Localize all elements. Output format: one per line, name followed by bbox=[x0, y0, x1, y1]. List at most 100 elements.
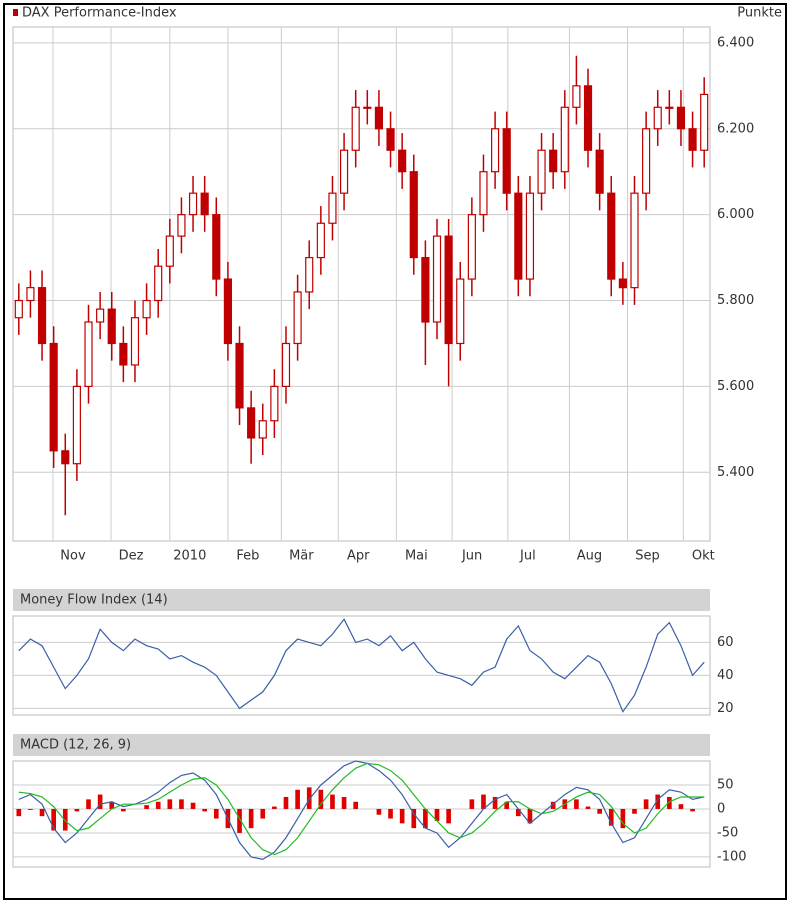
candle-body bbox=[653, 106, 662, 130]
candle-body bbox=[84, 321, 93, 388]
histogram-bar bbox=[202, 808, 207, 812]
histogram-bar bbox=[574, 799, 579, 809]
y-tick-label: 6.400 bbox=[717, 35, 754, 50]
x-tick-label: 2010 bbox=[173, 549, 206, 564]
candle-body bbox=[316, 222, 325, 259]
candle-body bbox=[467, 214, 476, 280]
candle-body bbox=[700, 93, 709, 151]
x-tick-label: Okt bbox=[692, 549, 715, 564]
histogram-bar bbox=[446, 808, 451, 824]
x-tick-label: Sep bbox=[635, 549, 660, 564]
histogram-bar bbox=[527, 808, 533, 824]
plot-area bbox=[12, 26, 711, 542]
candle-body bbox=[223, 278, 232, 345]
candle-body bbox=[61, 450, 70, 465]
candle-body bbox=[258, 420, 267, 439]
histogram-bar bbox=[109, 801, 115, 809]
candle-body bbox=[235, 342, 244, 409]
histogram-bar bbox=[678, 804, 684, 809]
histogram-bar bbox=[330, 794, 335, 809]
histogram-bar bbox=[28, 808, 33, 810]
candle-body bbox=[328, 192, 337, 224]
candle-body bbox=[386, 128, 395, 151]
histogram-bar bbox=[469, 799, 475, 809]
plot-area bbox=[12, 760, 711, 868]
y-tick-label: 5.800 bbox=[717, 293, 754, 308]
candle-body bbox=[525, 192, 535, 280]
y-tick-label: -50 bbox=[717, 825, 738, 840]
candle-body bbox=[595, 149, 604, 194]
y-tick-label: 6.000 bbox=[717, 207, 754, 222]
histogram-bar bbox=[620, 808, 626, 829]
histogram-bar bbox=[388, 808, 393, 819]
candle-body bbox=[676, 106, 686, 130]
candle-body bbox=[119, 342, 128, 366]
histogram-bar bbox=[423, 808, 428, 829]
candle-body bbox=[165, 235, 174, 267]
y-tick-label: 0 bbox=[717, 801, 725, 816]
candle-body bbox=[549, 149, 558, 173]
candle-body bbox=[456, 278, 465, 345]
panel-header bbox=[13, 589, 710, 611]
candle-body bbox=[212, 214, 221, 280]
histogram-bar bbox=[74, 808, 80, 812]
candle-body bbox=[130, 317, 140, 366]
candle-body bbox=[583, 85, 593, 151]
x-tick-label: Jun bbox=[461, 549, 482, 564]
histogram-bar bbox=[272, 806, 277, 809]
candle-body bbox=[281, 342, 291, 388]
candle-body bbox=[142, 299, 151, 319]
candle-body bbox=[642, 128, 651, 194]
candle-body bbox=[363, 106, 372, 109]
histogram-bar bbox=[643, 799, 649, 809]
histogram-bar bbox=[86, 799, 91, 809]
candle-body bbox=[49, 342, 58, 452]
histogram-bar bbox=[51, 808, 56, 831]
histogram-bar bbox=[16, 808, 22, 817]
histogram-bar bbox=[190, 802, 196, 809]
y-axis-label: Punkte bbox=[737, 6, 782, 21]
candle-body bbox=[479, 171, 488, 216]
y-tick-label: 6.200 bbox=[717, 121, 754, 136]
candle-body bbox=[688, 128, 697, 151]
candle-body bbox=[72, 385, 81, 465]
histogram-bar bbox=[585, 806, 591, 809]
x-tick-label: Mai bbox=[405, 549, 428, 564]
candle-body bbox=[398, 149, 407, 173]
histogram-bar bbox=[376, 808, 382, 815]
histogram-bar bbox=[283, 796, 289, 809]
histogram-bar bbox=[97, 794, 103, 809]
x-tick-label: Dez bbox=[119, 549, 144, 564]
candle-body bbox=[14, 299, 23, 319]
histogram-bar bbox=[690, 808, 695, 812]
histogram-bar bbox=[248, 808, 254, 829]
histogram-bar bbox=[411, 808, 417, 829]
candle-body bbox=[107, 308, 116, 345]
candle-body bbox=[351, 106, 360, 151]
x-tick-label: Apr bbox=[347, 549, 370, 564]
histogram-bar bbox=[597, 808, 602, 814]
histogram-bar bbox=[155, 801, 161, 809]
y-tick-label: 20 bbox=[717, 701, 734, 716]
chart-title: DAX Performance-Index bbox=[22, 6, 177, 21]
candle-body bbox=[432, 235, 442, 323]
histogram-bar bbox=[504, 801, 510, 809]
candle-body bbox=[560, 106, 569, 173]
panel-header bbox=[13, 734, 710, 756]
y-tick-label: 5.400 bbox=[717, 465, 754, 480]
histogram-bar bbox=[516, 808, 521, 817]
candle-body bbox=[607, 192, 616, 280]
candle-body bbox=[514, 192, 523, 280]
histogram-bar bbox=[492, 796, 498, 809]
x-tick-label: Mär bbox=[289, 549, 314, 564]
histogram-bar bbox=[167, 799, 173, 809]
candle-body bbox=[409, 171, 418, 259]
histogram-bar bbox=[632, 808, 637, 814]
x-tick-label: Nov bbox=[60, 549, 86, 564]
candle-body bbox=[305, 256, 314, 293]
histogram-bar bbox=[144, 805, 149, 809]
candle-body bbox=[665, 106, 674, 109]
y-tick-label: 60 bbox=[717, 635, 734, 650]
histogram-bar bbox=[608, 808, 614, 826]
histogram-bar bbox=[481, 794, 486, 809]
